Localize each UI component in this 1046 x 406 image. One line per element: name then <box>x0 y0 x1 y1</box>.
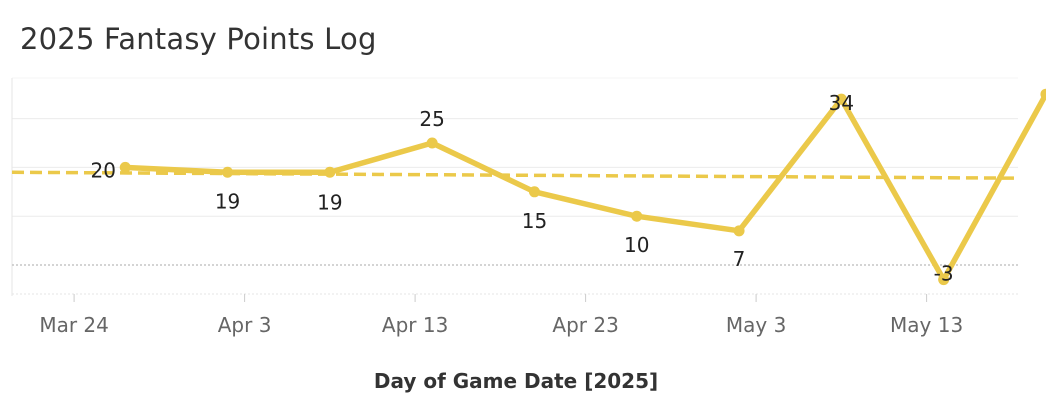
x-tick-label-5: May 13 <box>890 313 963 337</box>
data-point-8 <box>938 274 950 286</box>
data-label-4: 15 <box>522 209 547 233</box>
reference-lines <box>11 170 1019 266</box>
data-point-1 <box>222 166 234 178</box>
x-axis-label: Day of Game Date [2025] <box>374 369 658 393</box>
x-tick-label-0: Mar 24 <box>39 313 109 337</box>
data-label-3: 25 <box>419 107 444 131</box>
data-label-6: 7 <box>733 247 746 271</box>
data-point-0 <box>119 161 131 173</box>
data-label-7: 34 <box>829 91 854 115</box>
series-line <box>122 91 1046 283</box>
data-point-7 <box>835 93 847 105</box>
trend-line <box>11 170 1019 180</box>
data-label-8: -3 <box>934 262 954 286</box>
data-point-2 <box>324 166 336 178</box>
x-axis-ticks: Mar 24 Apr 3 Apr 13 Apr 23 May 3 May 13 <box>39 294 963 337</box>
data-point-5 <box>631 210 643 222</box>
x-tick-label-2: Apr 13 <box>382 313 448 337</box>
data-label-1: 19 <box>215 189 240 213</box>
x-tick-label-1: Apr 3 <box>218 313 272 337</box>
series-group <box>119 88 1046 286</box>
data-point-9 <box>1040 88 1046 100</box>
x-tick-label-3: Apr 23 <box>552 313 618 337</box>
data-point-6 <box>733 225 745 237</box>
chart-title: 2025 Fantasy Points Log <box>20 22 377 56</box>
data-label-0: 20 <box>91 158 116 182</box>
data-point-4 <box>528 186 540 198</box>
data-point-3 <box>426 137 438 149</box>
data-label-5: 10 <box>624 233 649 257</box>
data-label-2: 19 <box>317 190 342 214</box>
x-tick-label-4: May 3 <box>726 313 786 337</box>
axes <box>11 78 1018 296</box>
